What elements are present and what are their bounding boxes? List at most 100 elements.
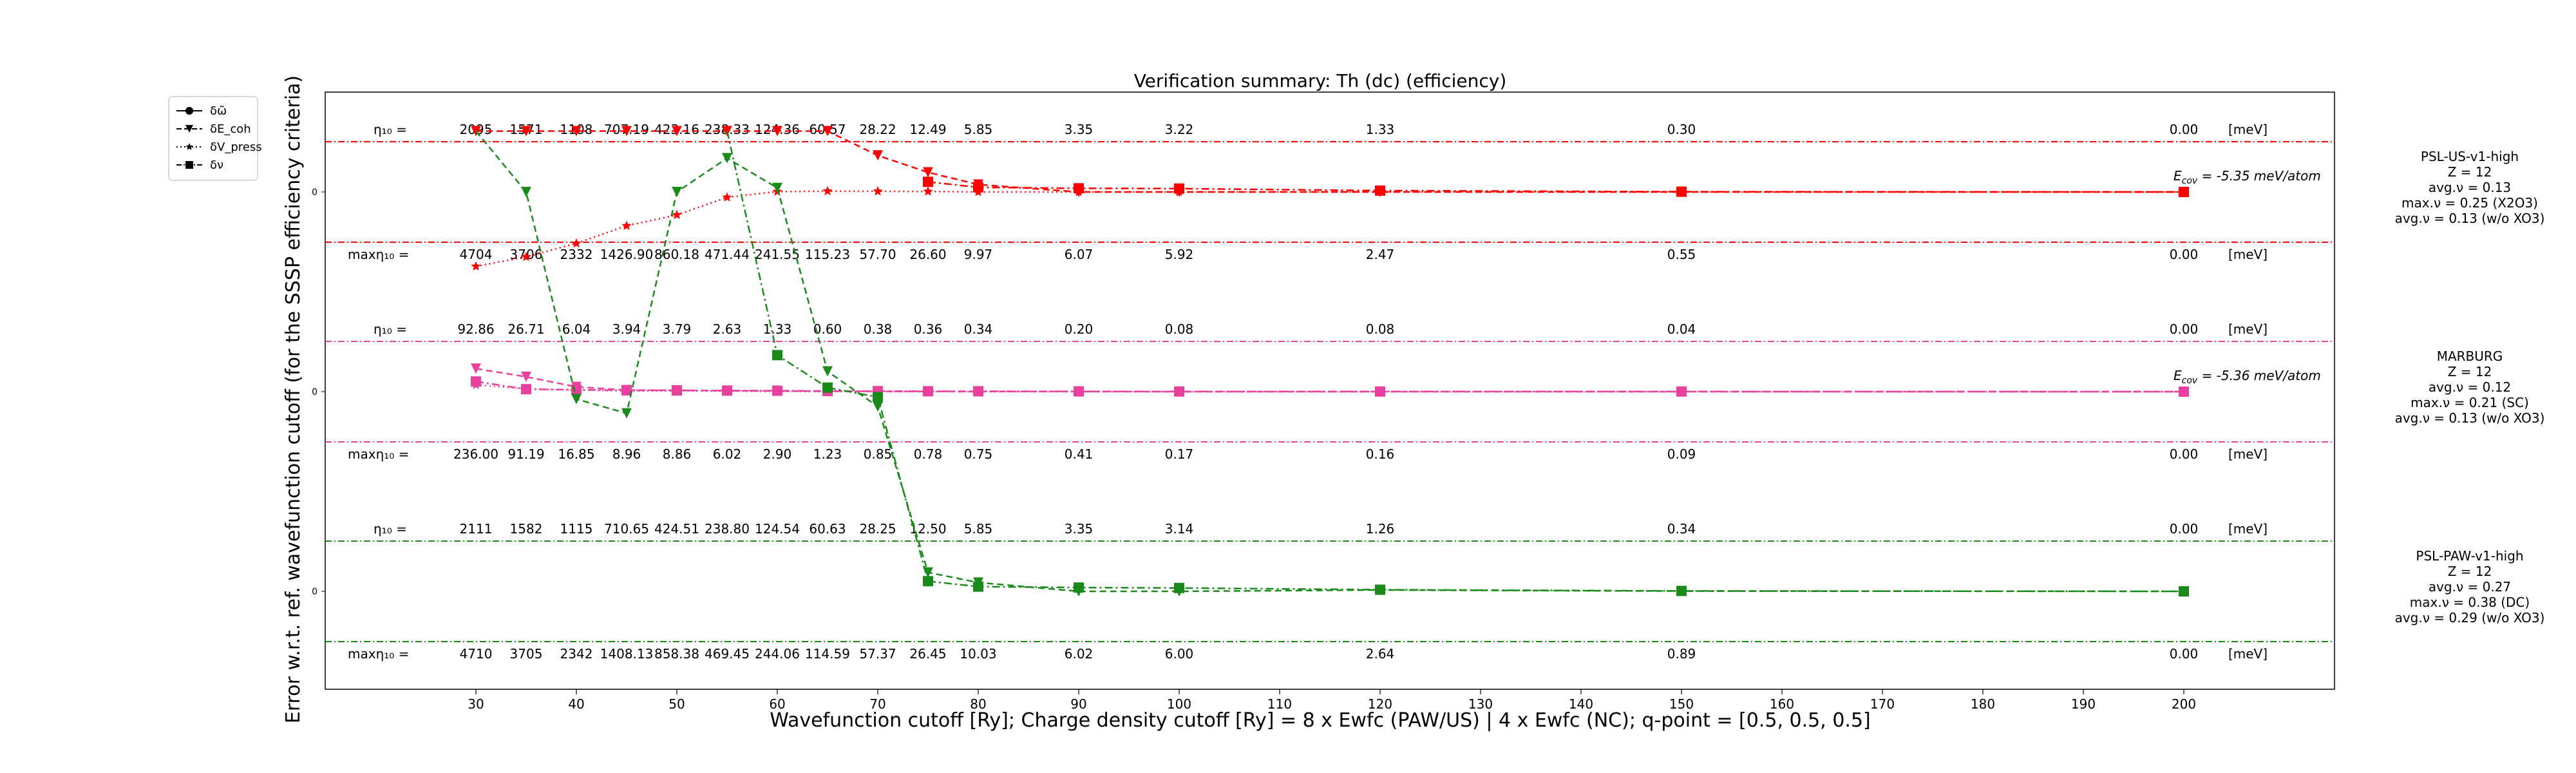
- max-eta-unit: [meV]: [2228, 446, 2268, 462]
- max-eta-value: 2332: [560, 247, 593, 262]
- max-eta-value: 10.03: [960, 646, 996, 662]
- series-line-δν: [927, 181, 2184, 193]
- eta-value: 12.50: [909, 521, 946, 537]
- max-eta-value: 6.07: [1065, 247, 1094, 262]
- marker-square: [672, 385, 682, 396]
- eta-value: 12.49: [909, 122, 946, 137]
- marker-square: [722, 385, 732, 396]
- marker-triangle: [772, 126, 782, 137]
- marker-square: [621, 385, 632, 396]
- chart-title: Verification summary: Th (dc) (efficienc…: [1134, 70, 1507, 91]
- x-tick-label: 120: [1368, 696, 1392, 712]
- marker-star: [521, 251, 531, 262]
- x-tick-label: 190: [2071, 696, 2096, 712]
- max-eta-value: 6.02: [713, 446, 742, 462]
- marker-star: [873, 186, 883, 196]
- marker-triangle: [672, 126, 682, 137]
- marker-triangle: [923, 167, 933, 178]
- max-eta-value: 5.92: [1165, 247, 1194, 262]
- band-info-line: avg.ν = 0.27: [2429, 579, 2511, 595]
- max-eta-value: 469.45: [705, 646, 750, 662]
- x-tick-label: 90: [1070, 696, 1086, 712]
- marker-square: [2179, 187, 2189, 197]
- x-tick-label: 30: [468, 696, 484, 712]
- band-psl-paw-v1-high: 0 η₁₀ = 2111 1582 1115 710.65 424.51 238.80 124.…: [312, 521, 2544, 662]
- eta-unit: [meV]: [2228, 122, 2268, 137]
- marker-square: [822, 382, 833, 393]
- marker-triangle: [873, 401, 883, 412]
- max-eta-value: 0.41: [1065, 446, 1094, 462]
- eta-label: η₁₀ =: [374, 321, 407, 337]
- eta-value: 1115: [560, 521, 593, 537]
- max-eta-value: 0.55: [1667, 247, 1696, 262]
- max-eta-value: 4710: [460, 646, 493, 662]
- marker-star: [822, 186, 833, 196]
- marker-triangle: [822, 366, 833, 377]
- series-line-δE_coh: [475, 368, 2184, 393]
- marker-star: [722, 192, 732, 202]
- eta-value: 238.80: [705, 521, 750, 537]
- eta-value: 0.34: [1667, 521, 1696, 537]
- eta-value: 0.08: [1165, 321, 1194, 337]
- eta-value: 3.14: [1165, 521, 1194, 537]
- marker-square: [1375, 584, 1385, 595]
- x-tick-label: 80: [970, 696, 986, 712]
- eta-value: 1.33: [763, 321, 792, 337]
- marker-triangle: [571, 126, 582, 137]
- max-eta-value: 0.17: [1165, 446, 1194, 462]
- band-info-line: MARBURG: [2437, 348, 2503, 364]
- marker-square: [1174, 582, 1184, 593]
- max-eta-value: 0.00: [2170, 247, 2199, 262]
- y-axis-label: Error w.r.t. ref. wavefunction cutoff (f…: [282, 75, 305, 723]
- legend-label: δω̃: [210, 104, 227, 118]
- marker-triangle: [571, 394, 582, 405]
- legend: δω̃ δE_coh δV_press δν: [168, 96, 262, 181]
- band-info-line: Z = 12: [2448, 564, 2492, 579]
- paw-overflow-series: [475, 130, 2189, 596]
- eta-value: 2111: [460, 521, 493, 537]
- max-eta-value: 114.59: [805, 646, 850, 662]
- x-tick-label: 180: [1971, 696, 1995, 712]
- marker-square: [772, 350, 782, 361]
- marker-square: [1074, 582, 1084, 593]
- legend-box: [168, 96, 258, 181]
- max-eta-value: 26.60: [909, 247, 946, 262]
- eta-value: 124.54: [755, 521, 800, 537]
- marker-square: [772, 385, 782, 396]
- marker-square: [1676, 186, 1687, 197]
- max-eta-value: 0.78: [914, 446, 943, 462]
- marker-square: [873, 392, 883, 403]
- plot-area: 30 40 50 60 70 80 90 100 110 120 130 140 150 160 170 18…: [312, 91, 2545, 712]
- max-eta-value: 9.97: [964, 247, 993, 262]
- marker-triangle: [521, 187, 531, 197]
- marker-triangle: [772, 182, 782, 193]
- eta-value: 0.08: [1366, 321, 1395, 337]
- marker-triangle: [621, 408, 632, 419]
- band-info-line: avg.ν = 0.13 (w/o XO3): [2395, 410, 2545, 426]
- eta-value: 0.36: [914, 321, 943, 337]
- legend-label: δν: [210, 158, 223, 172]
- ecov-label: Ecov = -5.35 meV/atom: [2174, 168, 2321, 186]
- marker-triangle: [621, 126, 632, 137]
- max-eta-value: 6.02: [1065, 646, 1094, 662]
- band-info-line: avg.ν = 0.12: [2429, 379, 2511, 395]
- max-eta-value: 241.55: [755, 247, 800, 262]
- max-eta-value: 3705: [510, 646, 543, 662]
- marker-triangle: [185, 125, 193, 133]
- eta-value: 28.22: [859, 122, 896, 137]
- x-tick-label: 60: [769, 696, 785, 712]
- band-series: [471, 363, 2189, 397]
- band-info-line: Z = 12: [2448, 164, 2492, 180]
- eta-value: 3.79: [663, 321, 692, 337]
- max-eta-label: maxη₁₀ =: [348, 247, 409, 262]
- marker-triangle: [722, 153, 732, 164]
- max-eta-value: 26.45: [909, 646, 946, 662]
- max-eta-value: 236.00: [453, 446, 498, 462]
- marker-triangle: [471, 363, 481, 374]
- marker-square: [923, 177, 933, 187]
- x-tick-label: 150: [1669, 696, 1694, 712]
- eta-value: 92.86: [457, 321, 494, 337]
- marker-triangle: [822, 126, 833, 137]
- band-info-line: max.ν = 0.21 (SC): [2410, 395, 2529, 410]
